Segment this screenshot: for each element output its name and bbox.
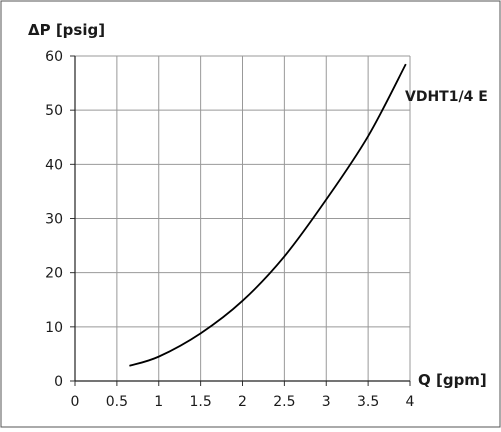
axes — [70, 55, 411, 386]
x-tick-label: 1 — [154, 394, 163, 410]
y-tick-label: 30 — [45, 212, 63, 228]
x-tick-label: 3.5 — [357, 394, 379, 410]
x-tick-label: 3 — [322, 394, 331, 410]
x-tick-label: 1.5 — [189, 394, 211, 410]
x-tick-label: 4 — [406, 394, 415, 410]
grid — [75, 55, 411, 381]
x-tick-labels: 0 0.5 1 1.5 2 2.5 3 3.5 4 — [71, 394, 415, 410]
x-axis-title: Q [gpm] — [418, 371, 487, 389]
series-label: VDHT1/4 E — [405, 89, 488, 105]
y-tick-label: 20 — [45, 266, 63, 282]
y-tick-label: 0 — [54, 374, 63, 390]
y-tick-label: 10 — [45, 320, 63, 336]
series-group — [129, 63, 407, 367]
x-tick-label: 0 — [71, 394, 80, 410]
x-tick-label: 2.5 — [273, 394, 295, 410]
y-tick-label: 40 — [45, 157, 63, 173]
series-line — [129, 63, 407, 367]
x-tick-label: 0.5 — [106, 394, 128, 410]
y-tick-label: 50 — [45, 103, 63, 119]
y-axis-title: ΔP [psig] — [28, 21, 105, 39]
y-tick-label: 60 — [45, 49, 63, 65]
y-tick-labels: 0 10 20 30 40 50 60 — [45, 49, 63, 390]
x-tick-label: 2 — [238, 394, 247, 410]
